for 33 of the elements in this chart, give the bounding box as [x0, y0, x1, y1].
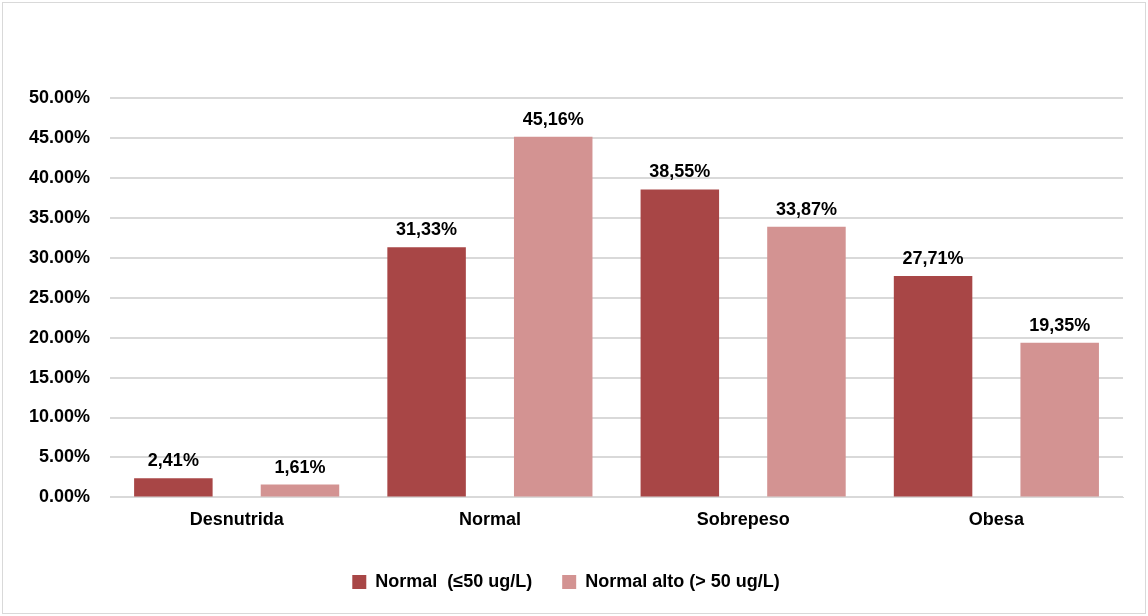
bar: [640, 189, 720, 497]
bar: [1020, 342, 1099, 497]
y-tick-label: 20.00%: [28, 326, 91, 347]
y-tick-label: 30.00%: [28, 246, 91, 267]
y-tick-label: 35.00%: [28, 206, 91, 227]
data-label: 2,41%: [147, 450, 199, 471]
y-tick-label: 45.00%: [28, 126, 91, 147]
data-label: 33,87%: [775, 198, 837, 219]
y-tick-label: 0.00%: [39, 486, 91, 507]
data-label: 45,16%: [522, 108, 584, 129]
bar: [134, 478, 213, 497]
bar: [893, 276, 973, 497]
x-tick-label: Sobrepeso: [696, 509, 790, 530]
x-tick-label: Obesa: [968, 509, 1025, 530]
y-tick-label: 40.00%: [28, 166, 91, 187]
y-tick-label: 10.00%: [28, 406, 91, 427]
bar: [260, 484, 340, 497]
y-tick-label: 15.00%: [28, 366, 91, 387]
y-tick-label: 25.00%: [28, 286, 91, 307]
data-label: 19,35%: [1029, 314, 1091, 335]
x-tick-label: Desnutrida: [189, 509, 285, 530]
y-tick-label: 50.00%: [28, 86, 91, 107]
data-label: 27,71%: [902, 248, 964, 269]
bar: [513, 136, 593, 497]
x-tick-label: Normal: [458, 509, 521, 530]
data-label: 38,55%: [649, 161, 711, 182]
data-label: 31,33%: [396, 219, 458, 240]
data-label: 1,61%: [274, 456, 326, 477]
y-tick-label: 5.00%: [39, 446, 91, 467]
bar: [767, 226, 846, 497]
legend-label: Normal (≤50 ug/L): [375, 570, 533, 591]
legend-label: Normal alto (> 50 ug/L): [585, 570, 780, 591]
bar: [387, 247, 466, 497]
